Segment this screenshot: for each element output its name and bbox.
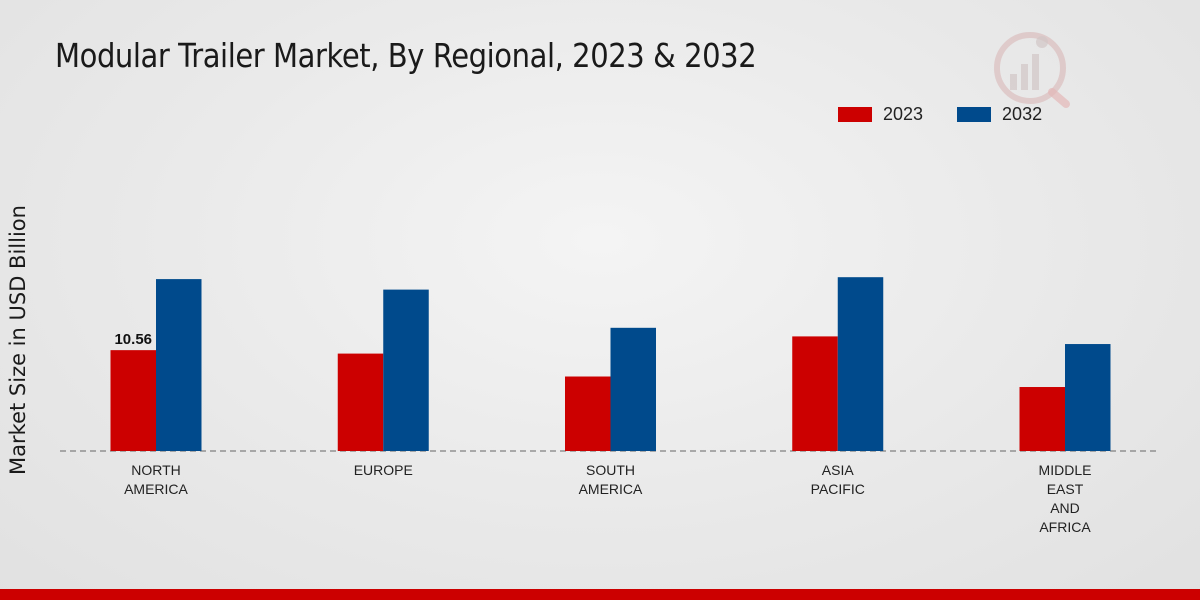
bar-2023-2 <box>565 376 611 451</box>
x-tick-label-0: NORTH AMERICA <box>124 462 188 497</box>
chart-title: Modular Trailer Market, By Regional, 202… <box>55 36 757 75</box>
bar-2032-2 <box>610 327 656 451</box>
bar-2023-3 <box>792 336 838 451</box>
x-tick-label-1: EUROPE <box>354 462 413 478</box>
legend-swatch-2032 <box>957 107 992 122</box>
legend: 2023 2032 <box>838 104 1076 125</box>
bar-2023-0 <box>110 350 156 451</box>
x-tick-label-2: SOUTH AMERICA <box>579 462 643 497</box>
bar-2032-4 <box>1065 344 1111 451</box>
legend-item-2023: 2023 <box>838 104 923 125</box>
bar-2023-1 <box>337 353 384 451</box>
bar-2032-3 <box>837 277 884 451</box>
legend-swatch-2023 <box>838 107 872 122</box>
watermark-logo-icon <box>994 32 1070 108</box>
data-label-2023-0: 10.56 <box>114 331 152 348</box>
legend-item-2032: 2032 <box>957 104 1042 125</box>
bar-2032-1 <box>383 289 429 451</box>
x-tick-label-3: ASIA PACIFIC <box>811 462 865 497</box>
x-tick-label-4: MIDDLE EAST AND AFRICA <box>1039 462 1092 535</box>
bar-2032-0 <box>156 279 202 451</box>
legend-label-2032: 2032 <box>1002 104 1043 124</box>
bottom-accent-bar <box>0 589 1200 600</box>
bar-2023-4 <box>1019 387 1065 451</box>
legend-label-2023: 2023 <box>883 104 924 124</box>
